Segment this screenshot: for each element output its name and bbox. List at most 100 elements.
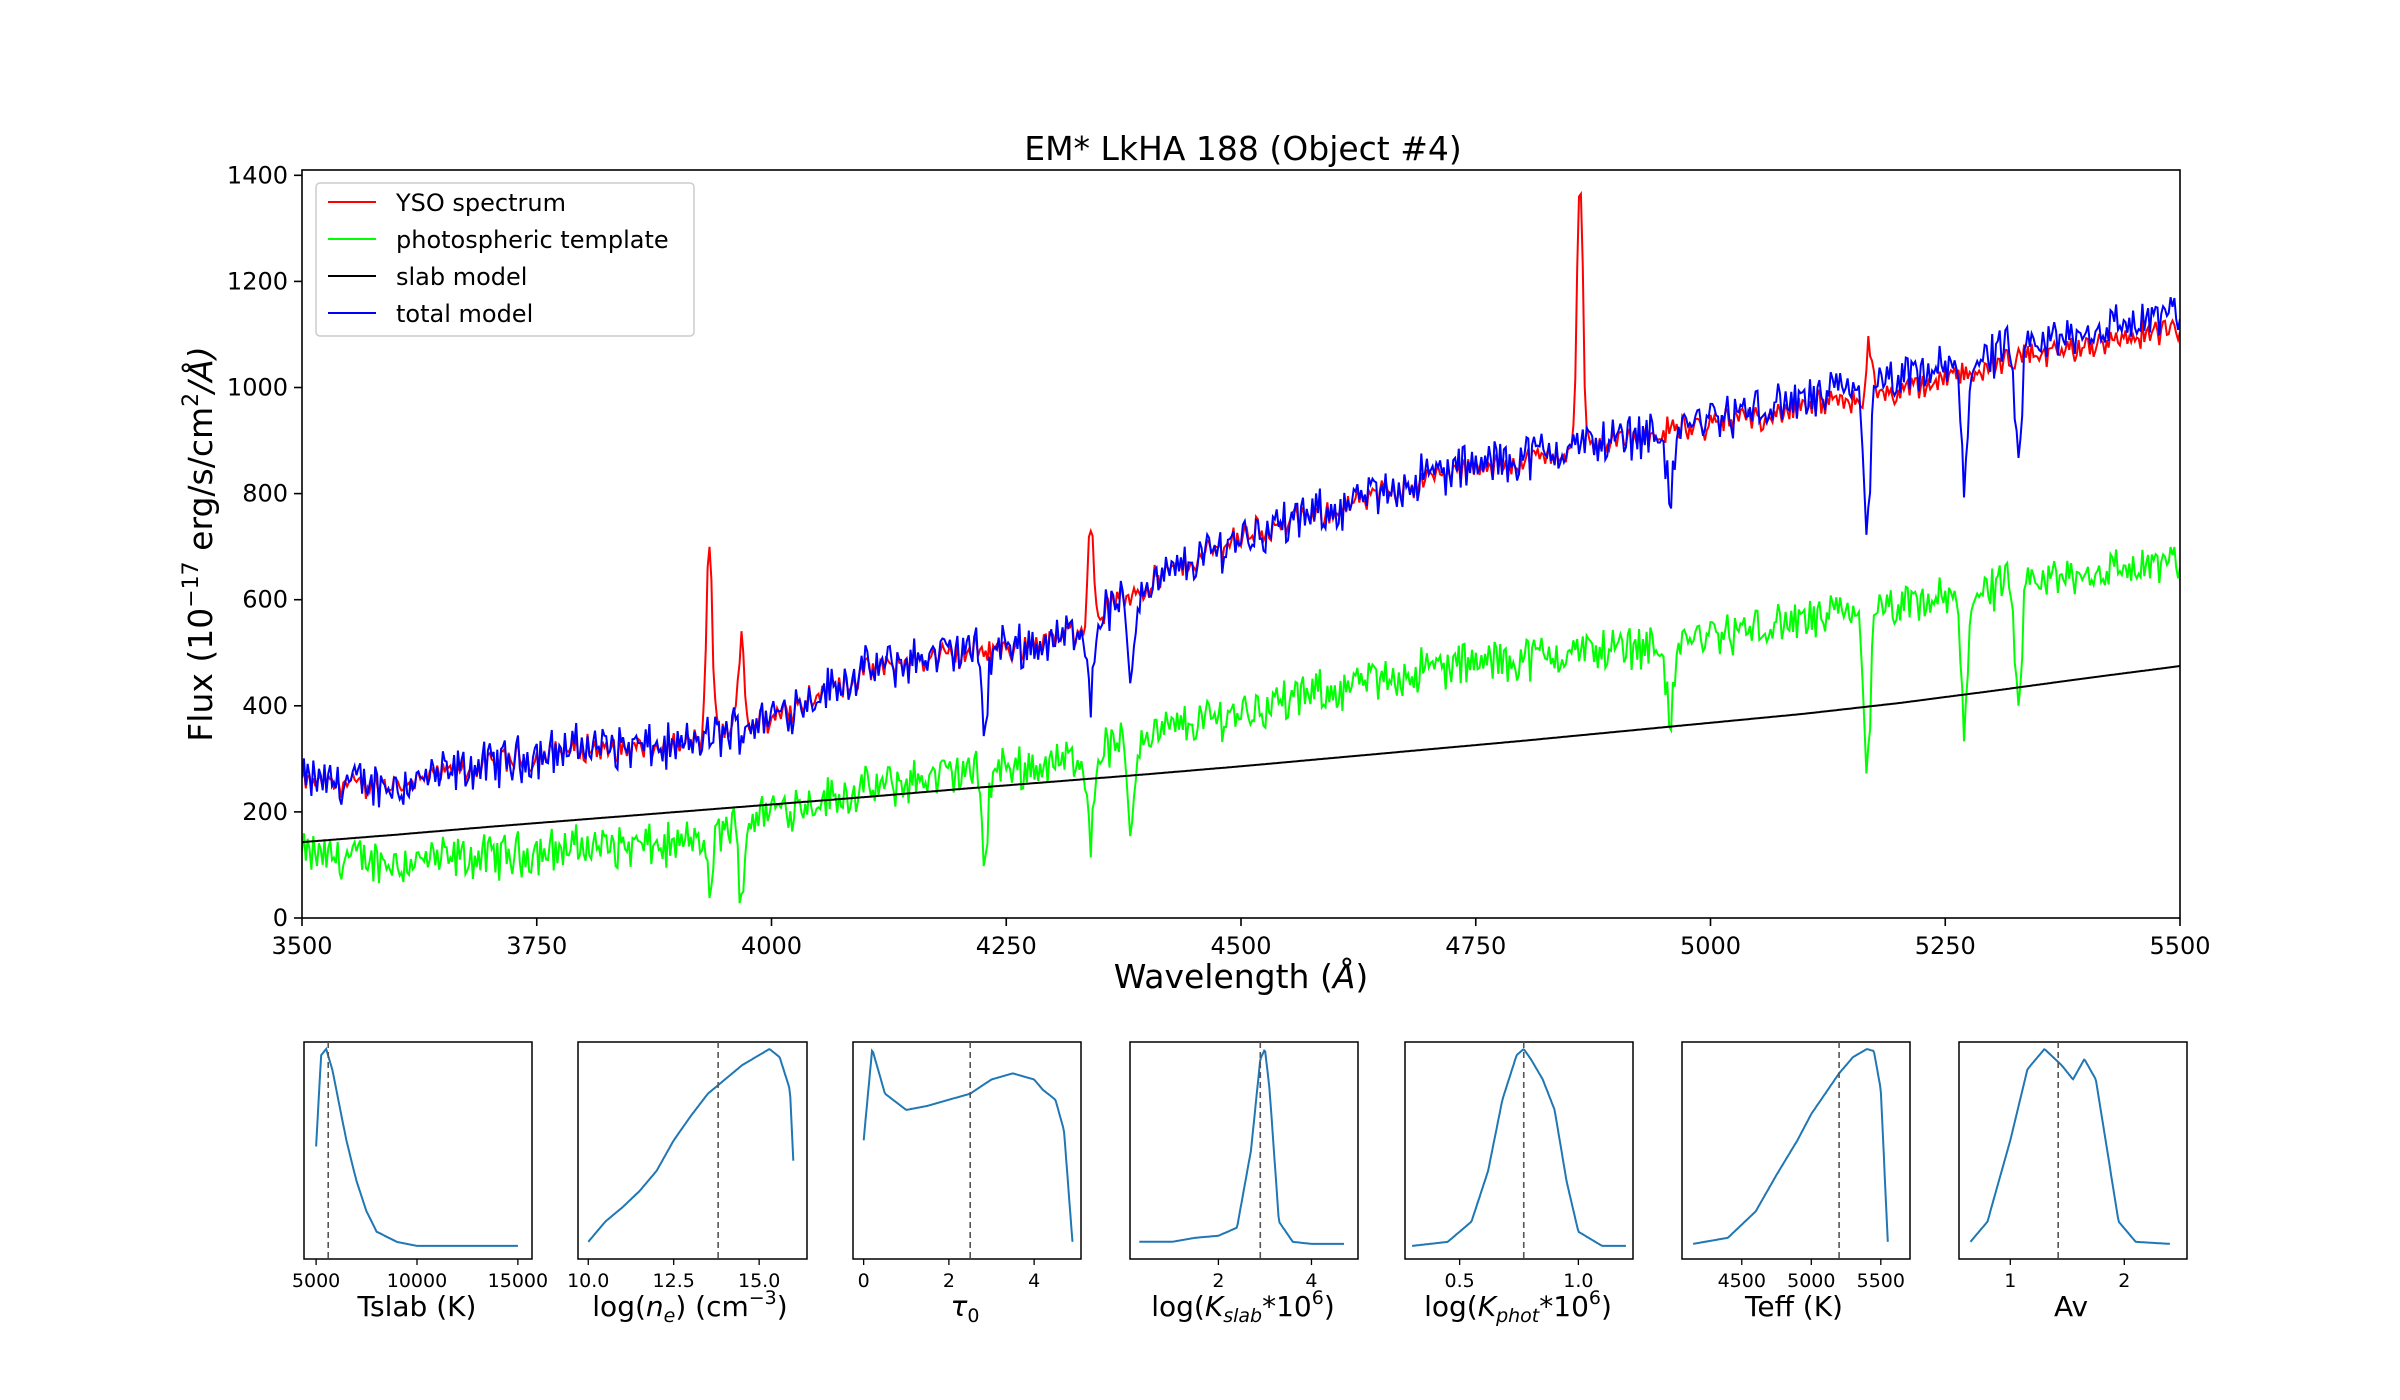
posterior-frame	[852, 1041, 1082, 1260]
series-group	[302, 190, 2180, 904]
series-slab-model	[302, 665, 2180, 844]
panel-label-ne: log(ne) (cm−3)	[592, 1287, 787, 1327]
panel-tick-label: 0	[858, 1270, 870, 1292]
panel-label-kphot-b: *10	[1539, 1290, 1589, 1323]
legend-label-template: photospheric template	[396, 226, 669, 254]
posterior-curve	[862, 1048, 1074, 1242]
panel-tick-label: 15.0	[738, 1270, 780, 1292]
posterior-panel-av: 1 2 Av	[1958, 1041, 2188, 1323]
posterior-panels: 5000 10000 15000 Tslab (K) 10.0 12.5 15.0 lo…	[292, 1041, 2188, 1327]
posterior-curve	[1692, 1048, 1889, 1245]
chart-title: EM* LkHA 188 (Object #4)	[1024, 129, 1462, 168]
posterior-frame	[1681, 1041, 1911, 1260]
panel-tick-label: 15000	[488, 1270, 548, 1292]
panel-tick-label: 5000	[292, 1270, 340, 1292]
panel-tick-label: 12.5	[653, 1270, 695, 1292]
posterior-frame	[577, 1041, 808, 1260]
legend-box	[315, 182, 695, 337]
main-plot-area	[302, 190, 2180, 904]
panel-label-kslab-sup: 6	[1312, 1287, 1324, 1309]
x-axis-title: Wavelength (Å)	[1114, 956, 1369, 996]
panel-label-ne-sup: −3	[749, 1287, 777, 1309]
x-tick-label: 3750	[506, 932, 567, 960]
panel-label-ne-c: )	[777, 1290, 788, 1323]
posterior-frame	[1129, 1041, 1359, 1260]
posterior-frame	[1404, 1041, 1634, 1260]
panel-label-kslab-b: *10	[1262, 1290, 1312, 1323]
panel-label-kphot-c: )	[1601, 1290, 1612, 1323]
x-axis-ticks: 3500 3750 4000 4250 4500 4750 5000 5250 5500	[271, 918, 2211, 960]
panel-tick-label: 4	[1028, 1270, 1040, 1292]
y-tick-label: 1400	[227, 161, 288, 189]
y-axis-title-exp: −17	[179, 561, 204, 607]
x-tick-label: 5500	[2149, 932, 2210, 960]
legend-label-total: total model	[396, 300, 533, 328]
posterior-panel-ne: 10.0 12.5 15.0 log(ne) (cm−3)	[567, 1041, 808, 1327]
posterior-panel-kslab: 2 4 log(Kslab*106)	[1129, 1041, 1359, 1327]
y-axis-title-mid: erg/s/cm	[181, 407, 220, 561]
posterior-curve	[1139, 1049, 1344, 1245]
legend: YSO spectrum photospheric template slab …	[315, 182, 695, 337]
y-tick-label: 200	[242, 798, 288, 826]
y-axis-title-main: Flux (10	[181, 608, 220, 742]
panel-label-av: Av	[2054, 1290, 2088, 1323]
posterior-curve	[1412, 1048, 1626, 1247]
posterior-curve	[315, 1046, 518, 1247]
posterior-panel-teff: 4500 5000 5500 Teff (K)	[1681, 1041, 1911, 1323]
panel-tick-label: 1.0	[1563, 1270, 1593, 1292]
y-axis-ticks: 0 200 400 600 800 1000 1200 1400	[227, 161, 302, 932]
posterior-panel-kphot: 0.5 1.0 log(Kphot*106)	[1404, 1041, 1634, 1327]
series-photospheric-template	[302, 546, 2180, 904]
x-axis-title-close: )	[1355, 957, 1368, 996]
panel-tick-label: 5500	[1857, 1270, 1905, 1292]
panel-label-ne-a: log(	[592, 1290, 646, 1323]
panel-tick-label: 2	[943, 1270, 955, 1292]
panel-tick-label: 1	[2004, 1270, 2016, 1292]
panel-label-kphot-a: log(	[1424, 1290, 1478, 1323]
panel-label-tslab: Tslab (K)	[357, 1290, 477, 1323]
panel-tick-label: 2	[1212, 1270, 1224, 1292]
y-tick-label: 400	[242, 692, 288, 720]
posterior-curve	[587, 1048, 795, 1243]
panel-label-tau: τ0	[951, 1290, 980, 1327]
panel-label-kslab-i: K	[1205, 1290, 1226, 1323]
panel-label-kphot: log(Kphot*106)	[1424, 1287, 1612, 1327]
x-tick-label: 3500	[271, 932, 332, 960]
panel-label-kphot-sub: phot	[1495, 1305, 1541, 1327]
y-axis-title: Flux (10−17 erg/s/cm2/Å)	[179, 346, 220, 741]
x-tick-label: 4750	[1445, 932, 1506, 960]
x-tick-label: 4250	[976, 932, 1037, 960]
panel-label-tau-i: τ	[951, 1290, 968, 1323]
panel-label-kphot-sup: 6	[1589, 1287, 1601, 1309]
posterior-frame	[303, 1041, 533, 1260]
posterior-panel-tslab: 5000 10000 15000 Tslab (K)	[292, 1041, 548, 1323]
x-axis-title-main: Wavelength (	[1114, 957, 1333, 996]
y-tick-label: 800	[242, 480, 288, 508]
main-spectrum-panel: EM* LkHA 188 (Object #4) 3500 3750 4000 425…	[179, 129, 2211, 996]
panel-label-ne-b: ) (cm	[675, 1290, 748, 1323]
y-axis-title-sq: 2	[179, 393, 204, 407]
panel-label-ne-sub: e	[664, 1305, 676, 1327]
x-tick-label: 4500	[1210, 932, 1271, 960]
x-tick-label: 5000	[1680, 932, 1741, 960]
y-tick-label: 1000	[227, 374, 288, 402]
panel-tick-label: 4	[1305, 1270, 1317, 1292]
panel-label-kslab-sub: slab	[1223, 1305, 1262, 1327]
panel-label-ne-i: n	[646, 1290, 664, 1323]
panel-label-kphot-i: K	[1478, 1290, 1499, 1323]
series-total-model	[302, 297, 2180, 808]
x-axis-title-unit: Å	[1331, 956, 1356, 996]
panel-label-teff: Teff (K)	[1744, 1290, 1843, 1323]
panel-label-kslab-c: )	[1324, 1290, 1335, 1323]
legend-label-yso: YSO spectrum	[395, 189, 566, 217]
y-tick-label: 1200	[227, 267, 288, 295]
panel-tick-label: 5000	[1787, 1270, 1835, 1292]
x-tick-label: 5250	[1915, 932, 1976, 960]
panel-label-kslab: log(Kslab*106)	[1151, 1287, 1335, 1327]
panel-label-tau-sub: 0	[967, 1305, 979, 1327]
y-tick-label: 600	[242, 586, 288, 614]
posterior-frame	[1958, 1041, 2188, 1260]
y-axis-title-unit: /Å)	[180, 346, 220, 396]
